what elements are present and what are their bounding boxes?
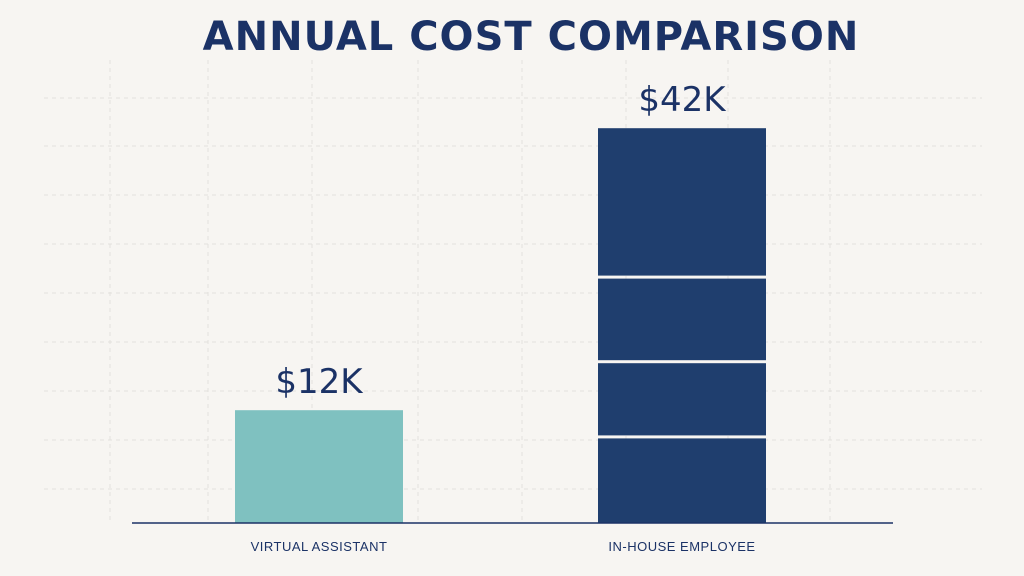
bar-1-segment-3 [598,128,766,276]
category-label-1: IN-HOUSE EMPLOYEE [608,539,755,554]
bar-value-label-0: $12K [275,362,364,402]
bar-1-segment-1 [598,363,766,436]
bar-1-segment-0 [598,438,766,523]
bar-value-label-1: $42K [638,80,727,120]
chart-title: ANNUAL COST COMPARISON [202,14,860,60]
category-label-0: VIRTUAL ASSISTANT [251,539,388,554]
bar-0-segment-0 [235,410,403,523]
bar-1-segment-2 [598,278,766,361]
